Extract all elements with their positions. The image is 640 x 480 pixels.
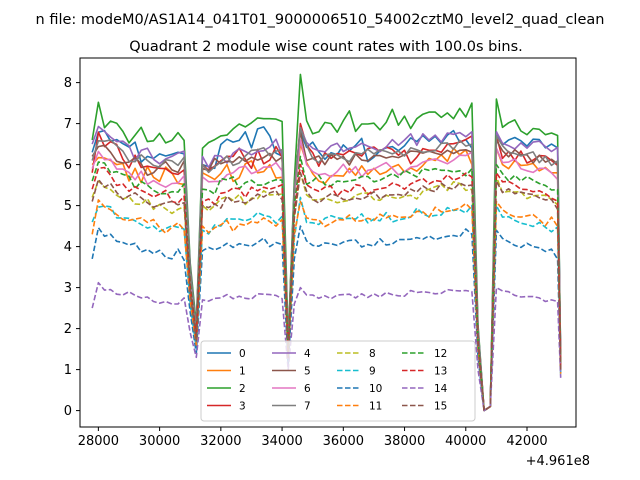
legend-label-7: 7 <box>304 401 311 413</box>
y-tick-label: 4 <box>64 240 72 255</box>
x-tick-label: 34000 <box>261 434 302 449</box>
legend-label-8: 8 <box>369 348 376 360</box>
x-offset-label: +4.961e8 <box>526 454 590 469</box>
y-tick-label: 5 <box>64 199 72 214</box>
legend-label-15: 15 <box>434 401 447 413</box>
chart-title: Quadrant 2 module wise count rates with … <box>129 39 523 55</box>
legend-label-10: 10 <box>369 383 382 395</box>
figure-suptitle: n file: modeM0/AS1A14_041T01_9000006510_… <box>36 12 605 28</box>
y-tick-label: 8 <box>64 76 72 91</box>
plot-area <box>91 73 562 412</box>
legend-label-3: 3 <box>239 401 246 413</box>
legend-label-11: 11 <box>369 401 382 413</box>
y-tick-label: 6 <box>64 158 72 173</box>
x-tick-label: 30000 <box>139 434 180 449</box>
x-tick-label: 38000 <box>384 434 425 449</box>
x-tick-label: 32000 <box>200 434 241 449</box>
legend-label-2: 2 <box>239 383 246 395</box>
x-tick-label: 28000 <box>78 434 119 449</box>
legend-label-14: 14 <box>434 383 448 395</box>
legend-box <box>200 340 476 422</box>
legend-label-12: 12 <box>434 348 447 360</box>
series-line-14 <box>91 281 562 412</box>
legend-label-6: 6 <box>304 383 311 395</box>
series-line-15 <box>91 172 562 412</box>
x-tick-label: 40000 <box>445 434 486 449</box>
legend-label-0: 0 <box>239 348 246 360</box>
y-tick-label: 0 <box>64 404 72 419</box>
y-tick-label: 3 <box>64 281 72 296</box>
y-tick-label: 1 <box>64 363 72 378</box>
y-tick-label: 7 <box>64 117 72 132</box>
legend-label-9: 9 <box>369 366 376 378</box>
legend-label-5: 5 <box>304 366 311 378</box>
legend-label-1: 1 <box>239 366 246 378</box>
axes-frame <box>79 57 577 428</box>
y-tick-label: 2 <box>64 322 72 337</box>
legend-label-4: 4 <box>304 348 311 360</box>
series-line-9 <box>91 196 562 412</box>
x-tick-label: 42000 <box>506 434 547 449</box>
x-tick-label: 36000 <box>323 434 364 449</box>
legend-label-13: 13 <box>434 366 447 378</box>
axes-ticks: 28000 30000 32000 34000 36000 38000 40000 42000… <box>64 57 577 449</box>
